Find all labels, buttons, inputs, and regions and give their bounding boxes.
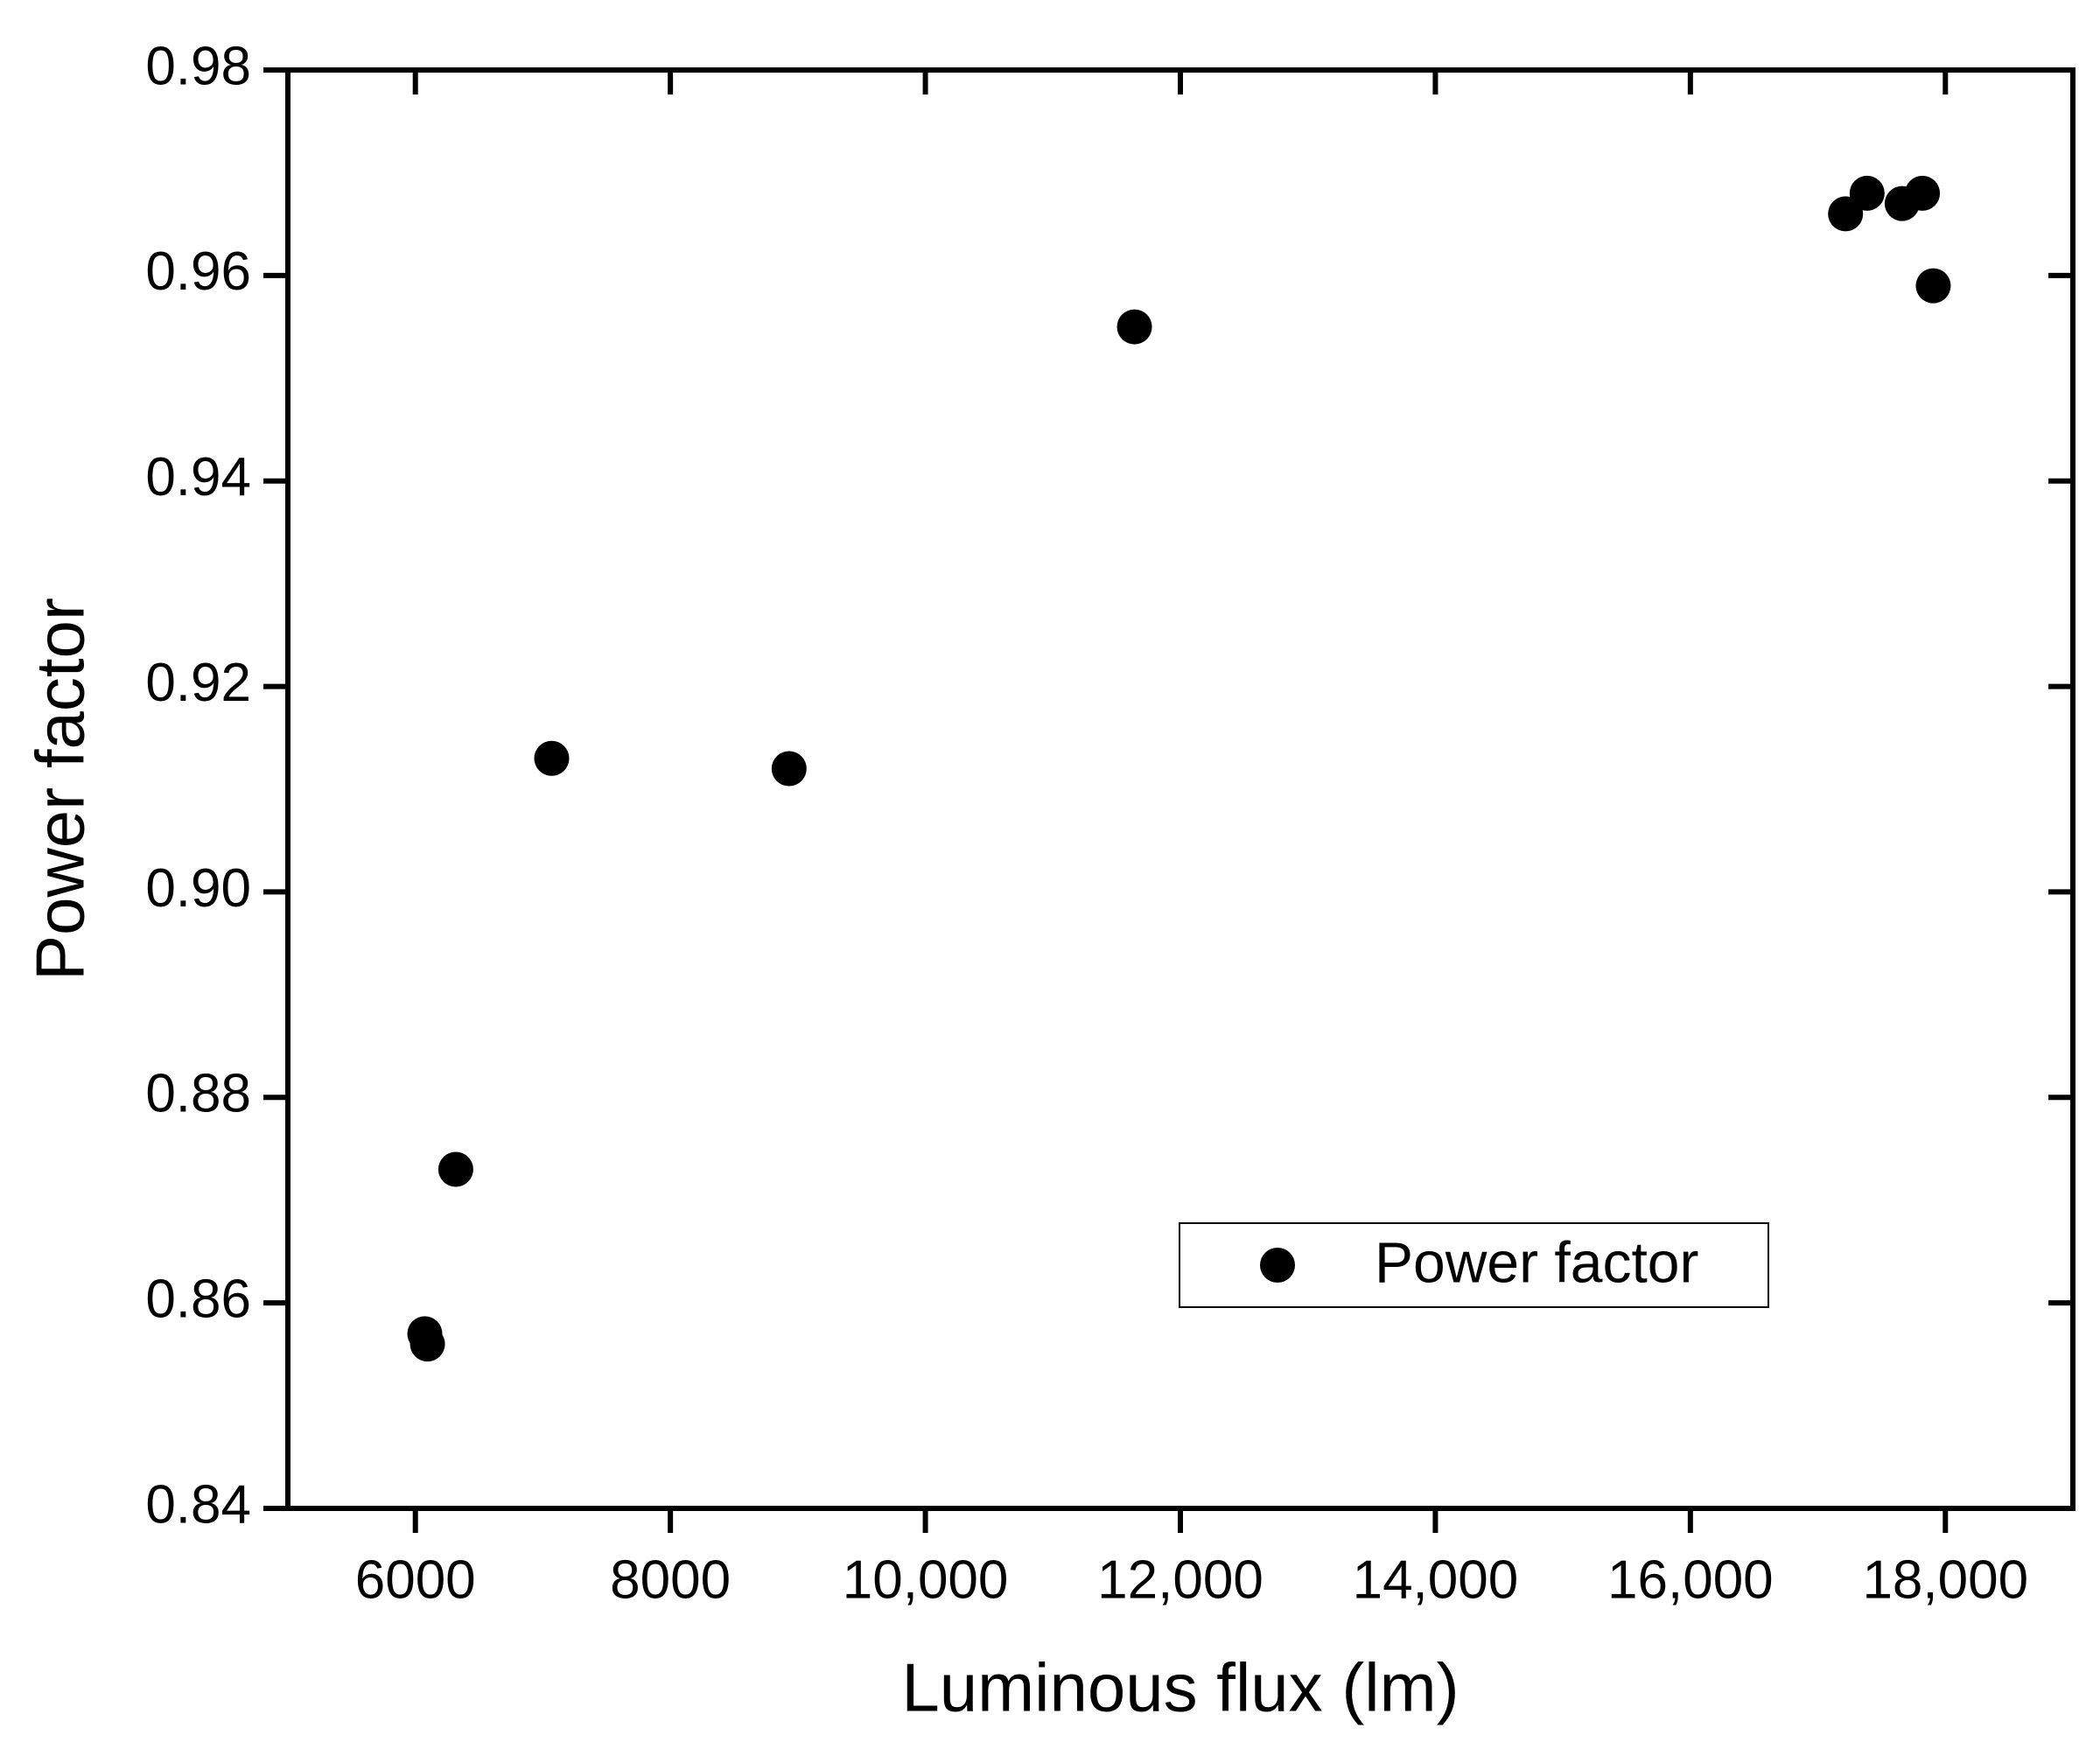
x-tick-label: 6000 — [355, 1550, 476, 1610]
data-point — [438, 1151, 473, 1187]
x-tick-label: 18,000 — [1862, 1550, 2028, 1610]
data-point — [1915, 268, 1951, 304]
data-point — [1849, 175, 1885, 211]
x-tick-label: 8000 — [610, 1550, 731, 1610]
legend-marker — [1260, 1248, 1295, 1283]
data-point — [771, 751, 807, 787]
y-tick-label: 0.92 — [145, 653, 251, 713]
x-axis-title: Luminous flux (lm) — [901, 1649, 1459, 1726]
y-tick-label: 0.86 — [145, 1270, 251, 1330]
y-tick-label: 0.94 — [145, 447, 251, 507]
data-point — [410, 1326, 445, 1362]
y-tick-label: 0.98 — [145, 36, 251, 96]
legend-label: Power factor — [1375, 1229, 1698, 1294]
data-point — [534, 740, 570, 776]
y-tick-label: 0.88 — [145, 1064, 251, 1124]
y-tick-label: 0.90 — [145, 858, 251, 919]
data-point — [1905, 175, 1941, 211]
x-tick-label: 10,000 — [843, 1550, 1009, 1610]
x-tick-label: 16,000 — [1607, 1550, 1774, 1610]
y-axis-title: Power factor — [22, 598, 99, 981]
x-tick-label: 14,000 — [1353, 1550, 1519, 1610]
data-point — [1116, 309, 1152, 345]
y-tick-label: 0.96 — [145, 241, 251, 302]
x-tick-label: 12,000 — [1097, 1550, 1264, 1610]
y-tick-label: 0.84 — [145, 1474, 251, 1535]
